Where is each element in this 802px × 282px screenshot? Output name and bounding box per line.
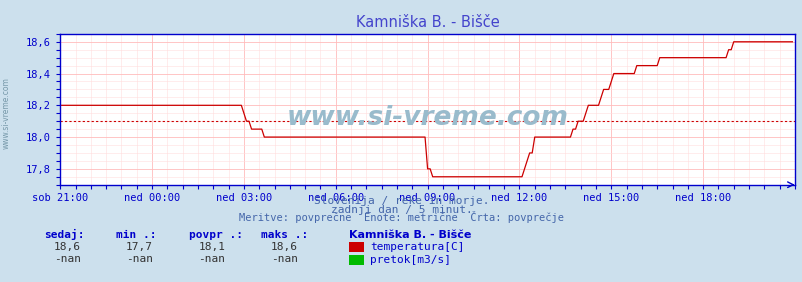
Text: -nan: -nan — [54, 254, 81, 264]
Text: pretok[m3/s]: pretok[m3/s] — [370, 255, 451, 265]
Text: Kamniška B. - Bišče: Kamniška B. - Bišče — [349, 230, 471, 240]
Text: www.si-vreme.com: www.si-vreme.com — [2, 77, 11, 149]
Text: min .:: min .: — [116, 230, 156, 240]
Text: -nan: -nan — [126, 254, 153, 264]
Title: Kamniška B. - Bišče: Kamniška B. - Bišče — [355, 15, 499, 30]
Text: sedaj:: sedaj: — [44, 229, 84, 240]
Text: 18,6: 18,6 — [270, 242, 298, 252]
Text: 17,7: 17,7 — [126, 242, 153, 252]
Text: -nan: -nan — [270, 254, 298, 264]
Text: zadnji dan / 5 minut.: zadnji dan / 5 minut. — [330, 205, 472, 215]
Text: temperatura[C]: temperatura[C] — [370, 242, 464, 252]
Text: 18,6: 18,6 — [54, 242, 81, 252]
Text: maks .:: maks .: — [261, 230, 308, 240]
Text: 18,1: 18,1 — [198, 242, 225, 252]
Text: Slovenija / reke in morje.: Slovenija / reke in morje. — [314, 197, 488, 206]
Text: Meritve: povprečne  Enote: metrične  Črta: povprečje: Meritve: povprečne Enote: metrične Črta:… — [239, 212, 563, 223]
Text: -nan: -nan — [198, 254, 225, 264]
Text: www.si-vreme.com: www.si-vreme.com — [286, 105, 568, 131]
Text: povpr .:: povpr .: — [188, 230, 242, 240]
